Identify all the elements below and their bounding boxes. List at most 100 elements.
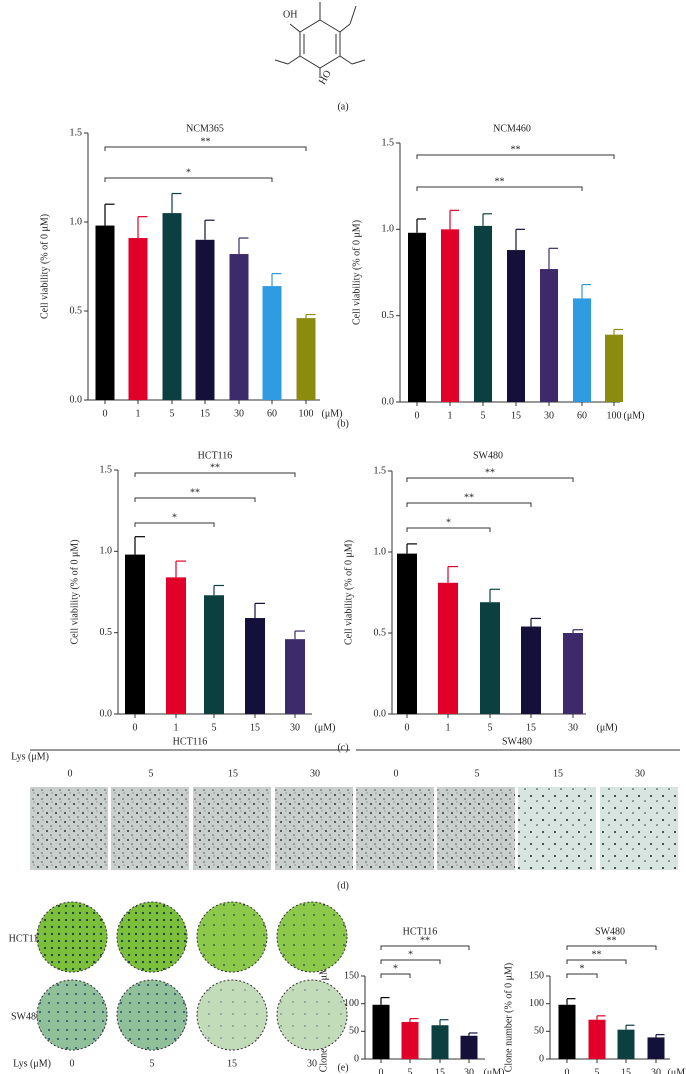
chart-title: HCT116 <box>198 450 233 461</box>
y-tick-label: 0.0 <box>382 396 395 407</box>
chart-title: SW480 <box>473 450 503 461</box>
significance-bracket <box>406 527 491 532</box>
significance-bracket <box>134 472 296 477</box>
x-unit: (μM) <box>624 410 645 421</box>
x-tick-label: 30 <box>544 410 554 421</box>
panel-label: (c) <box>337 742 348 753</box>
significance-label: ** <box>420 935 430 946</box>
colony-plate <box>116 979 188 1051</box>
significance-bracket <box>416 154 615 159</box>
cell-line-label: SW480 <box>11 1011 41 1022</box>
x-tick-label: 100 <box>607 410 622 421</box>
cell-line-label: HCT116 <box>9 933 44 944</box>
significance-label: * <box>580 963 585 974</box>
micrograph <box>518 787 596 870</box>
x-unit: (μM) <box>668 1067 686 1074</box>
y-tick-label: 0.5 <box>382 310 395 321</box>
significance-bracket <box>566 973 598 978</box>
colony-plate <box>196 979 268 1051</box>
atom-label: OH <box>283 9 297 20</box>
y-tick-label: 150 <box>344 970 359 981</box>
significance-bracket <box>566 945 657 950</box>
colony-plate <box>36 979 108 1051</box>
x-tick-label: 60 <box>267 408 277 419</box>
x-tick-label: 15 <box>200 408 210 419</box>
x-tick-label: 1 <box>446 722 451 733</box>
bar <box>438 582 458 714</box>
significance-bracket <box>134 497 256 502</box>
significance-bracket <box>104 177 273 182</box>
significance-label: ** <box>201 136 211 147</box>
bar <box>229 254 249 400</box>
panel-label: (a) <box>337 101 348 112</box>
x-tick-label: 30 <box>464 1067 474 1074</box>
significance-bracket <box>406 477 574 482</box>
x-tick-label: 100 <box>299 408 314 419</box>
y-tick-label: 1.0 <box>70 216 83 227</box>
x-tick-label: 0 <box>103 408 108 419</box>
x-tick-label: 30 <box>290 722 300 733</box>
bar <box>605 334 623 402</box>
bar <box>441 229 459 402</box>
significance-label: ** <box>210 462 220 473</box>
significance-bracket <box>380 945 470 950</box>
y-tick-label: 50 <box>349 1026 359 1037</box>
x-tick-label: 5 <box>212 722 217 733</box>
y-tick-label: 1.0 <box>100 546 113 557</box>
panel-label: (b) <box>337 418 349 429</box>
dose-label: 0 <box>394 768 399 779</box>
bar <box>540 269 558 402</box>
y-tick-label: 0 <box>539 1053 544 1064</box>
bar <box>431 1025 449 1059</box>
bar <box>372 1004 390 1059</box>
micrograph <box>356 787 434 870</box>
x-tick-label: 30 <box>568 722 578 733</box>
y-tick-label: 0 <box>354 1053 359 1064</box>
significance-label: ** <box>607 935 617 946</box>
bar <box>204 595 224 714</box>
x-tick-label: 15 <box>511 410 521 421</box>
x-tick-label: 1 <box>136 408 141 419</box>
x-tick-label: 1 <box>174 722 179 733</box>
x-unit: (μM) <box>597 722 618 733</box>
y-tick-label: 0.0 <box>70 394 83 405</box>
significance-label: ** <box>485 467 495 478</box>
x-tick-label: 30 <box>651 1067 661 1074</box>
significance-label: ** <box>495 176 505 187</box>
x-tick-label: 15 <box>526 722 536 733</box>
significance-bracket <box>380 959 441 964</box>
group-label: SW480 <box>502 736 532 747</box>
bar <box>262 286 282 400</box>
x-tick-label: 15 <box>621 1067 631 1074</box>
colony-plate <box>36 901 108 973</box>
x-tick-label: 0 <box>565 1067 570 1074</box>
dose-label: 5 <box>475 768 480 779</box>
significance-label: ** <box>464 492 474 503</box>
dose-label: 0 <box>68 768 73 779</box>
y-axis-label: Cell viability (% of 0 μM) <box>351 220 362 325</box>
bar <box>195 239 215 400</box>
y-axis-label: Cell viability (% of 0 μM) <box>69 539 80 644</box>
x-unit: (μM) <box>315 722 336 733</box>
dose-label: 0 <box>70 1058 75 1069</box>
colony-plate <box>276 979 348 1051</box>
x-tick-label: 0 <box>133 722 138 733</box>
x-tick-label: 5 <box>488 722 493 733</box>
bar <box>245 618 265 714</box>
micrograph <box>193 787 271 870</box>
dose-label: 5 <box>150 1058 155 1069</box>
significance-bracket <box>104 146 307 151</box>
y-tick-label: 1.5 <box>100 464 113 475</box>
dose-label: 15 <box>228 768 238 779</box>
significance-bracket <box>380 973 411 978</box>
x-tick-label: 1 <box>448 410 453 421</box>
significance-label: * <box>408 949 413 960</box>
significance-label: ** <box>592 949 602 960</box>
bar <box>474 225 492 402</box>
bar <box>507 250 525 402</box>
chart-title: NCM460 <box>493 123 531 134</box>
group-label: HCT116 <box>173 736 208 747</box>
y-tick-label: 1.5 <box>382 137 395 148</box>
panel-label: (e) <box>337 1062 348 1073</box>
micrograph <box>275 787 353 870</box>
